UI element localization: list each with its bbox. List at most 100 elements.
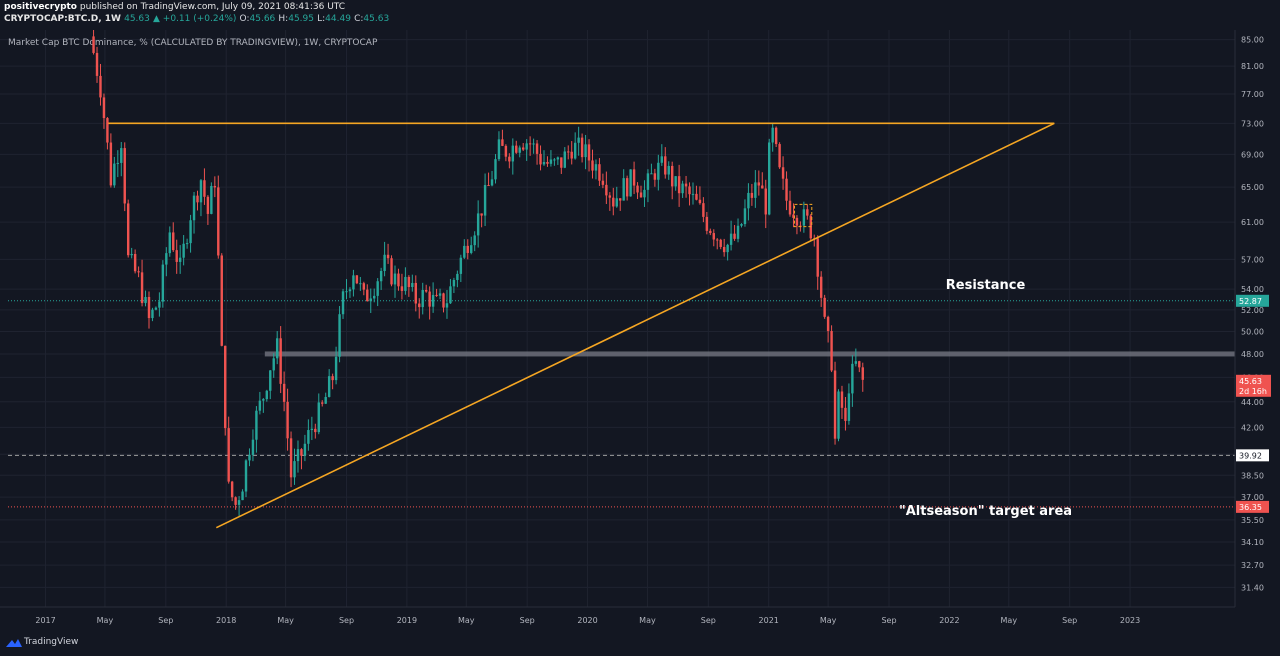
chart-title: Market Cap BTC Dominance, % (CALCULATED … [8,38,378,48]
candle-body [508,156,511,162]
candle-body [217,187,220,256]
candle-body [567,151,570,153]
candle-body [684,183,688,187]
candle-body [203,180,206,197]
candle-body [400,286,404,291]
candle-body [355,275,359,284]
x-tick-label: 2018 [216,616,236,625]
candle-body [459,257,463,274]
candle-body [269,370,272,391]
candle-body [511,145,515,162]
candle-body [321,402,324,404]
y-tick-label: 77.00 [1241,90,1264,99]
candle-body [747,192,750,209]
candle-body [310,428,314,431]
candle-body [144,296,147,304]
candle-body [670,165,674,187]
candle-body [480,213,483,216]
candle-body [473,235,476,246]
candle-body [476,213,480,236]
tradingview-logo-icon[interactable] [6,638,22,648]
candle-body [244,460,248,492]
y-tick-label: 69.00 [1241,150,1264,159]
candle-body [175,250,178,262]
candle-body [729,233,733,245]
publisher-name[interactable]: positivecrypto [4,2,77,12]
candle-body [234,497,237,505]
candle-body [528,143,532,145]
candle-body [435,294,438,296]
symbol-label[interactable]: CRYPTOCAP:BTC.D, 1W [4,14,121,24]
candle-body [615,198,618,207]
candle-body [761,185,764,189]
x-tick-label: May [820,616,837,625]
candle-body [806,209,809,216]
price-levels [8,300,1235,508]
tradingview-brand[interactable]: TradingView [24,637,79,647]
candle-body [768,142,771,215]
candle-body [95,52,99,76]
candle-body [237,500,241,505]
x-tick-label: Sep [701,616,716,625]
price-axis[interactable]: 85.00 81.00 77.00 73.00 69.00 65.00 61.00 57.00… [1234,30,1264,607]
candle-body [449,286,452,304]
candle-body [189,220,192,244]
candle-body [265,390,269,400]
last-price-tag-text: 45.63 [1239,377,1262,386]
candle-body [106,118,109,143]
candle-body [345,291,348,293]
y-tick-label: 61.00 [1241,218,1264,227]
y-tick-label: 35.50 [1241,516,1264,525]
candle-body [539,153,542,165]
candle-body [168,232,171,254]
candle-body [307,430,310,444]
candle-body [331,376,334,381]
candle-body [740,224,743,226]
candle-body [178,257,182,262]
low-label: L: [317,14,326,24]
y-tick-label: 38.50 [1241,471,1264,480]
candle-body [272,358,275,371]
candle-body [816,238,819,277]
candle-body [390,258,393,285]
candle-body [334,356,338,381]
x-tick-label: 2019 [397,616,417,625]
candle-body [577,137,580,143]
candle-body [456,273,459,280]
candle-body [279,338,282,384]
candle-body [674,176,677,187]
candle-body [185,243,189,245]
x-tick-label: Sep [881,616,896,625]
candle-body [833,370,837,439]
candle-body [792,214,795,218]
candle-body [587,144,591,161]
candle-body [733,233,736,239]
candle-body [619,198,622,201]
candle-body [293,461,296,478]
candle-body [556,157,560,160]
candle-body [386,254,390,259]
candle-body [230,481,234,498]
candle-body [497,139,501,160]
candle-body [854,361,858,364]
candle-body [750,192,754,198]
y-tick-label: 85.00 [1241,36,1264,45]
candle-body [736,225,740,239]
open-label: O: [239,14,250,24]
candle-body [487,185,490,187]
time-axis[interactable]: 2017 May Sep 2018 May Sep 2019 May Sep 2020 May Sep… [0,606,1235,625]
x-tick-label: Sep [1062,616,1077,625]
open-value: 45.66 [249,14,276,24]
candle-body [657,162,660,180]
candle-body [598,164,601,181]
level-tag-bg [1236,294,1269,307]
candle-body [282,383,286,402]
candle-body [494,159,497,180]
y-tick-label: 50.00 [1241,327,1264,336]
key-zone-band [264,351,1235,357]
x-tick-label: Sep [520,616,535,625]
high-label: H: [278,14,289,24]
candle-body [258,400,262,411]
candle-body [712,233,715,240]
